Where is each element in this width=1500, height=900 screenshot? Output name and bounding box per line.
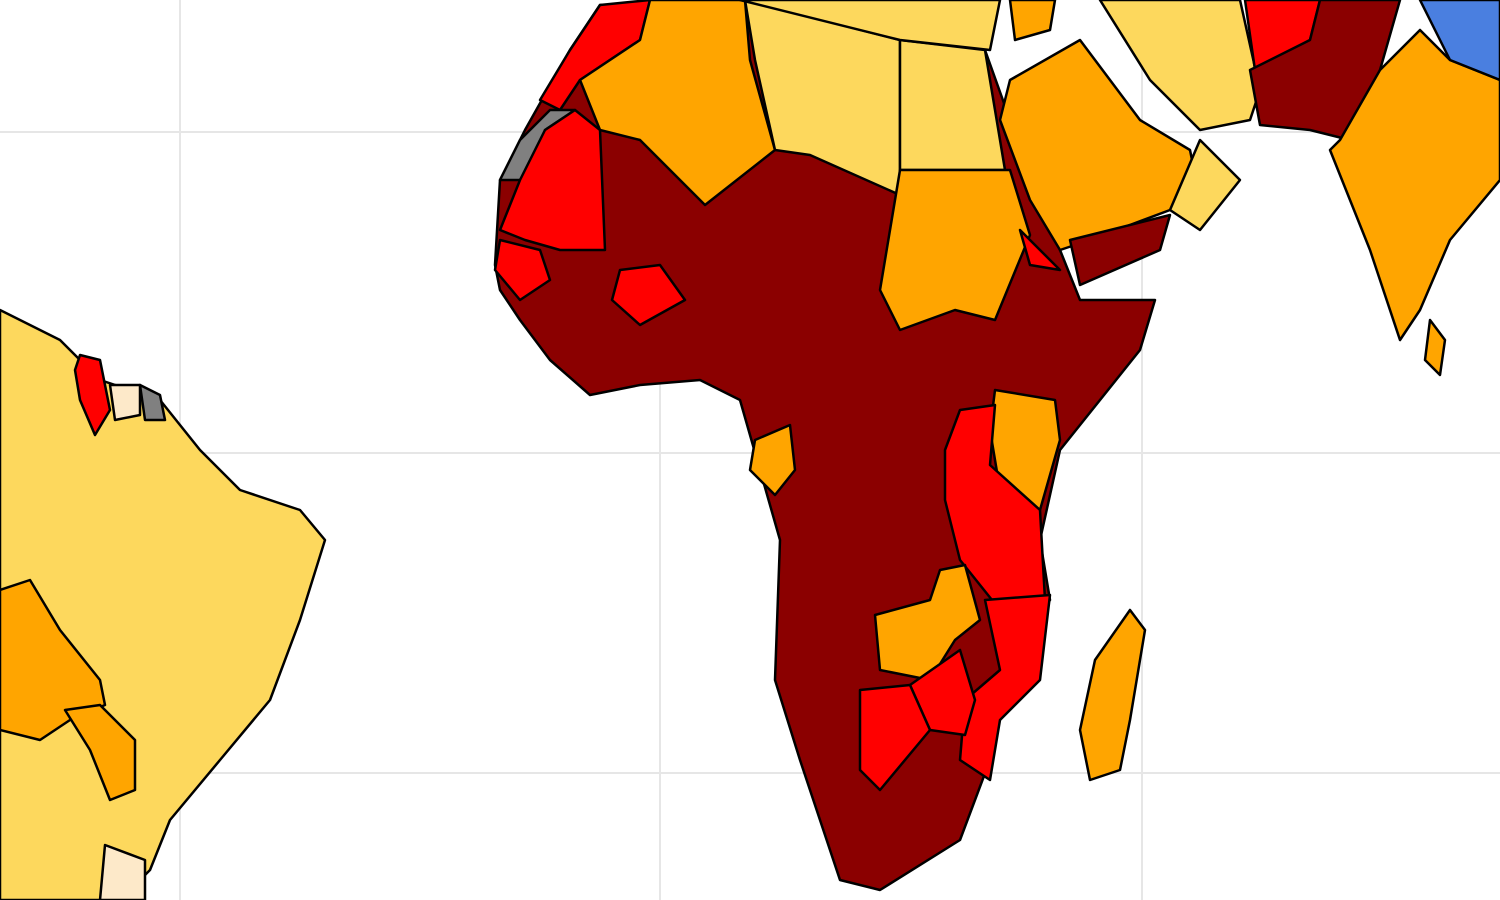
region: [610, 263, 687, 327]
region: [878, 168, 1032, 332]
region: [0, 578, 107, 742]
region: [1098, 0, 1262, 132]
region: [138, 383, 167, 422]
region: [738, 0, 1002, 52]
region: [748, 423, 797, 497]
region: [858, 683, 932, 792]
region: [873, 563, 982, 682]
region: [578, 0, 777, 207]
region: [958, 593, 1052, 782]
africa: [493, 0, 1157, 892]
region: [1068, 213, 1172, 287]
region: [73, 353, 112, 437]
asia: [738, 0, 1500, 377]
region: [1423, 318, 1447, 377]
region: [108, 383, 142, 422]
region: [493, 238, 552, 302]
region: [1008, 0, 1057, 42]
region: [1018, 228, 1062, 272]
region: [1168, 138, 1242, 232]
region: [1328, 28, 1500, 342]
region: [98, 843, 147, 900]
region: [1078, 608, 1147, 782]
south-america: [0, 308, 327, 900]
region: [1418, 0, 1500, 82]
region: [498, 108, 607, 252]
region: [63, 703, 137, 802]
